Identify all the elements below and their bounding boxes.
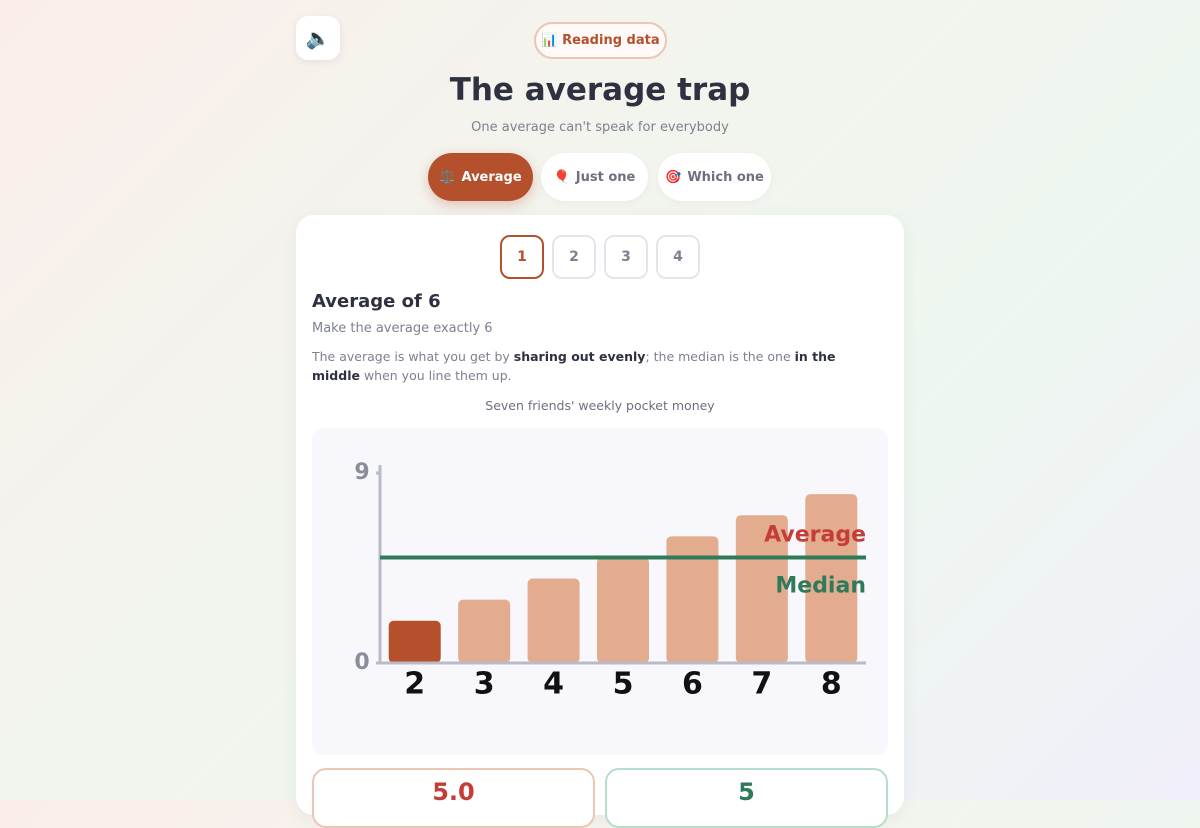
chart: 0 9 2 3 4 5 6 7 8 Average Median	[354, 460, 866, 702]
text: ; the median is the one	[645, 349, 795, 364]
bar-label: 5	[613, 667, 634, 702]
page-subtitle: One average can't speak for everybody	[471, 120, 729, 135]
step-button[interactable]: 1	[500, 235, 544, 279]
tab-label: Which one	[687, 169, 764, 185]
average-value: 5.0	[432, 778, 475, 806]
card-task: Make the average exactly 6	[312, 321, 493, 336]
emphasis: sharing out evenly	[513, 349, 646, 364]
bar-label: 8	[821, 667, 842, 702]
tab-icon: ⚖️	[439, 169, 456, 185]
card-explanation: The average is what you get by sharing o…	[312, 347, 872, 385]
tab-icon: 🎯	[665, 169, 682, 185]
tab[interactable]: 🎯 Which one	[658, 153, 771, 201]
bar	[527, 578, 580, 663]
emphasis: in the middle	[312, 349, 836, 383]
text: when you line them up.	[359, 368, 512, 383]
bar	[597, 557, 649, 663]
y-tick-label: 0	[354, 650, 369, 675]
step-button[interactable]: 2	[552, 235, 596, 279]
y-tick-label: 9	[354, 460, 369, 485]
bar-label: 7	[751, 667, 772, 702]
bar-label: 6	[682, 667, 703, 702]
bar-label: 3	[474, 667, 495, 702]
bar	[805, 494, 858, 663]
median-value: 5	[738, 778, 755, 806]
page-title: The average trap	[449, 72, 751, 108]
bar	[735, 515, 788, 663]
sound-button[interactable]: 🔈	[296, 16, 340, 60]
chart-title: Seven friends' weekly pocket money	[485, 398, 715, 413]
text: The average is what you get by	[312, 349, 514, 364]
average-card: 5.0	[312, 768, 595, 828]
tab-label: Average	[461, 169, 522, 185]
topic-badge: 📊 Reading data	[534, 22, 667, 59]
bar	[666, 536, 719, 663]
bar-label: 4	[543, 667, 564, 702]
tab-label: Just one	[575, 169, 636, 185]
average-label: Average	[764, 522, 866, 547]
tab[interactable]: ⚖️ Average	[428, 153, 533, 201]
median-card: 5	[605, 768, 888, 828]
median-label: Median	[775, 573, 866, 598]
tab[interactable]: 🎈 Just one	[541, 153, 648, 201]
card-heading: Average of 6	[312, 291, 441, 312]
tab-icon: 🎈	[553, 169, 570, 185]
step-button[interactable]: 4	[656, 235, 700, 279]
bar	[388, 620, 441, 663]
bar	[458, 599, 511, 663]
chart-panel: 0 9 2 3 4 5 6 7 8 Average Median	[312, 428, 888, 755]
step-button[interactable]: 3	[604, 235, 648, 279]
bar-label: 2	[404, 667, 425, 702]
